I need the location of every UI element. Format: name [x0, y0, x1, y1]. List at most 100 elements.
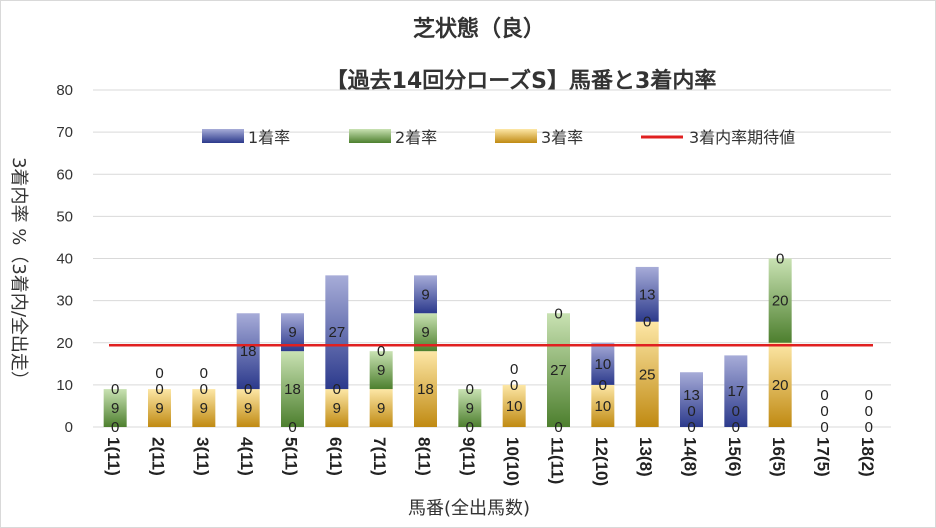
data-label: 0: [288, 419, 296, 436]
x-axis-title: 馬番(全出馬数): [408, 498, 530, 519]
bar-segment: [680, 372, 703, 427]
data-label: 9: [155, 400, 163, 417]
y-tick-label: 30: [56, 293, 73, 310]
legend-label-expected: 3着内率期待値: [689, 128, 795, 147]
data-label: 9: [377, 400, 385, 417]
y-tick-label: 80: [56, 82, 73, 99]
y-tick-label: 50: [56, 208, 73, 225]
bar-segment: [325, 389, 349, 427]
data-label: 0: [377, 343, 385, 360]
bar-segment: [325, 275, 349, 390]
x-tick-label: 3(11): [193, 437, 212, 476]
bar-segment: [768, 258, 792, 343]
bar-segment: [192, 389, 216, 427]
data-label: 0: [599, 377, 607, 394]
data-label: 27: [550, 362, 567, 379]
data-label: 0: [200, 381, 208, 398]
x-tick-label: 18(2): [858, 437, 877, 477]
data-label: 0: [820, 403, 828, 420]
x-tick-label: 6(11): [326, 437, 345, 476]
x-tick-label: 2(11): [149, 437, 168, 476]
x-tick-label: 8(11): [415, 437, 434, 476]
y-tick-label: 20: [56, 335, 73, 352]
data-label: 0: [687, 419, 695, 436]
data-label: 0: [643, 314, 651, 331]
legend-swatch-1st: [202, 129, 244, 143]
data-label: 10: [594, 398, 611, 415]
data-label: 0: [510, 377, 518, 394]
data-label: 20: [772, 293, 789, 310]
legend-label-1st: 1着率: [248, 128, 290, 147]
x-tick-label: 14(8): [681, 437, 700, 477]
data-label: 27: [328, 324, 345, 341]
data-label: 0: [466, 381, 474, 398]
data-label: 9: [377, 362, 385, 379]
data-label: 0: [732, 419, 740, 436]
data-label: 0: [244, 381, 252, 398]
data-label: 25: [639, 366, 656, 383]
data-label: 9: [200, 400, 208, 417]
data-label: 0: [111, 419, 119, 436]
data-label: 9: [421, 324, 429, 341]
x-tick-label: 12(10): [592, 437, 611, 486]
bar-segment: [236, 389, 260, 427]
y-tick-label: 60: [56, 166, 73, 183]
data-label: 0: [776, 251, 784, 268]
x-tick-label: 7(11): [370, 437, 389, 476]
bar-segment: [369, 389, 393, 427]
data-label: 0: [865, 387, 873, 404]
bar-segment: [103, 389, 127, 427]
bar-segment: [502, 384, 526, 427]
bar-segment: [236, 313, 260, 390]
x-tick-label: 13(8): [636, 437, 655, 477]
bars: [103, 258, 792, 427]
x-tick-label: 9(11): [459, 437, 478, 476]
x-tick-label: 15(6): [725, 437, 744, 477]
y-tick-label: 0: [65, 419, 73, 436]
bar-segment: [148, 389, 171, 427]
x-tick-label: 10(10): [503, 437, 522, 486]
bar-segment: [281, 351, 304, 427]
data-label: 9: [244, 400, 252, 417]
bar-segment: [768, 342, 792, 427]
data-label: 20: [772, 377, 789, 394]
data-label: 0: [732, 403, 740, 420]
data-label: 18: [240, 343, 257, 360]
data-label: 0: [200, 365, 208, 382]
bar-segment: [635, 321, 659, 427]
data-label: 0: [554, 419, 562, 436]
data-label: 0: [687, 403, 695, 420]
bar-segment: [635, 266, 659, 322]
bar-segment: [414, 313, 437, 352]
data-label: 0: [554, 305, 562, 322]
data-label: 10: [506, 398, 523, 415]
data-label: 9: [466, 400, 474, 417]
x-axis-ticks: 1(11) 2(11) 3(11) 4(11) 5(11) 6(11) 7(11) 8(11)…: [104, 437, 877, 486]
data-labels: 0909009009018018990279901899090100002701…: [111, 251, 873, 437]
data-label: 18: [417, 381, 434, 398]
legend-label-3rd: 3着率: [541, 128, 583, 147]
y-axis-ticks: 0 10 20 30 40 50 60 70 80: [56, 82, 73, 436]
x-tick-label: 17(5): [814, 437, 833, 477]
bar-segment: [547, 313, 570, 427]
data-label: 0: [466, 419, 474, 436]
bar-segment: [591, 384, 615, 427]
bar-segment: [281, 313, 304, 352]
legend-label-2nd: 2着率: [395, 128, 437, 147]
bar-segment: [369, 351, 393, 390]
y-tick-label: 10: [56, 377, 73, 394]
data-label: 0: [111, 381, 119, 398]
x-tick-label: 4(11): [237, 437, 256, 476]
data-label: 9: [333, 400, 341, 417]
bar-segment: [724, 355, 748, 427]
y-axis-title: 3着内率 %（3着内/全出走）: [8, 157, 29, 389]
data-label: 13: [683, 387, 700, 404]
data-label: 9: [288, 324, 296, 341]
x-tick-label: 16(5): [769, 437, 788, 477]
data-label: 0: [155, 365, 163, 382]
y-tick-label: 70: [56, 124, 73, 141]
bar-segment: [458, 389, 482, 427]
data-label: 9: [111, 400, 119, 417]
